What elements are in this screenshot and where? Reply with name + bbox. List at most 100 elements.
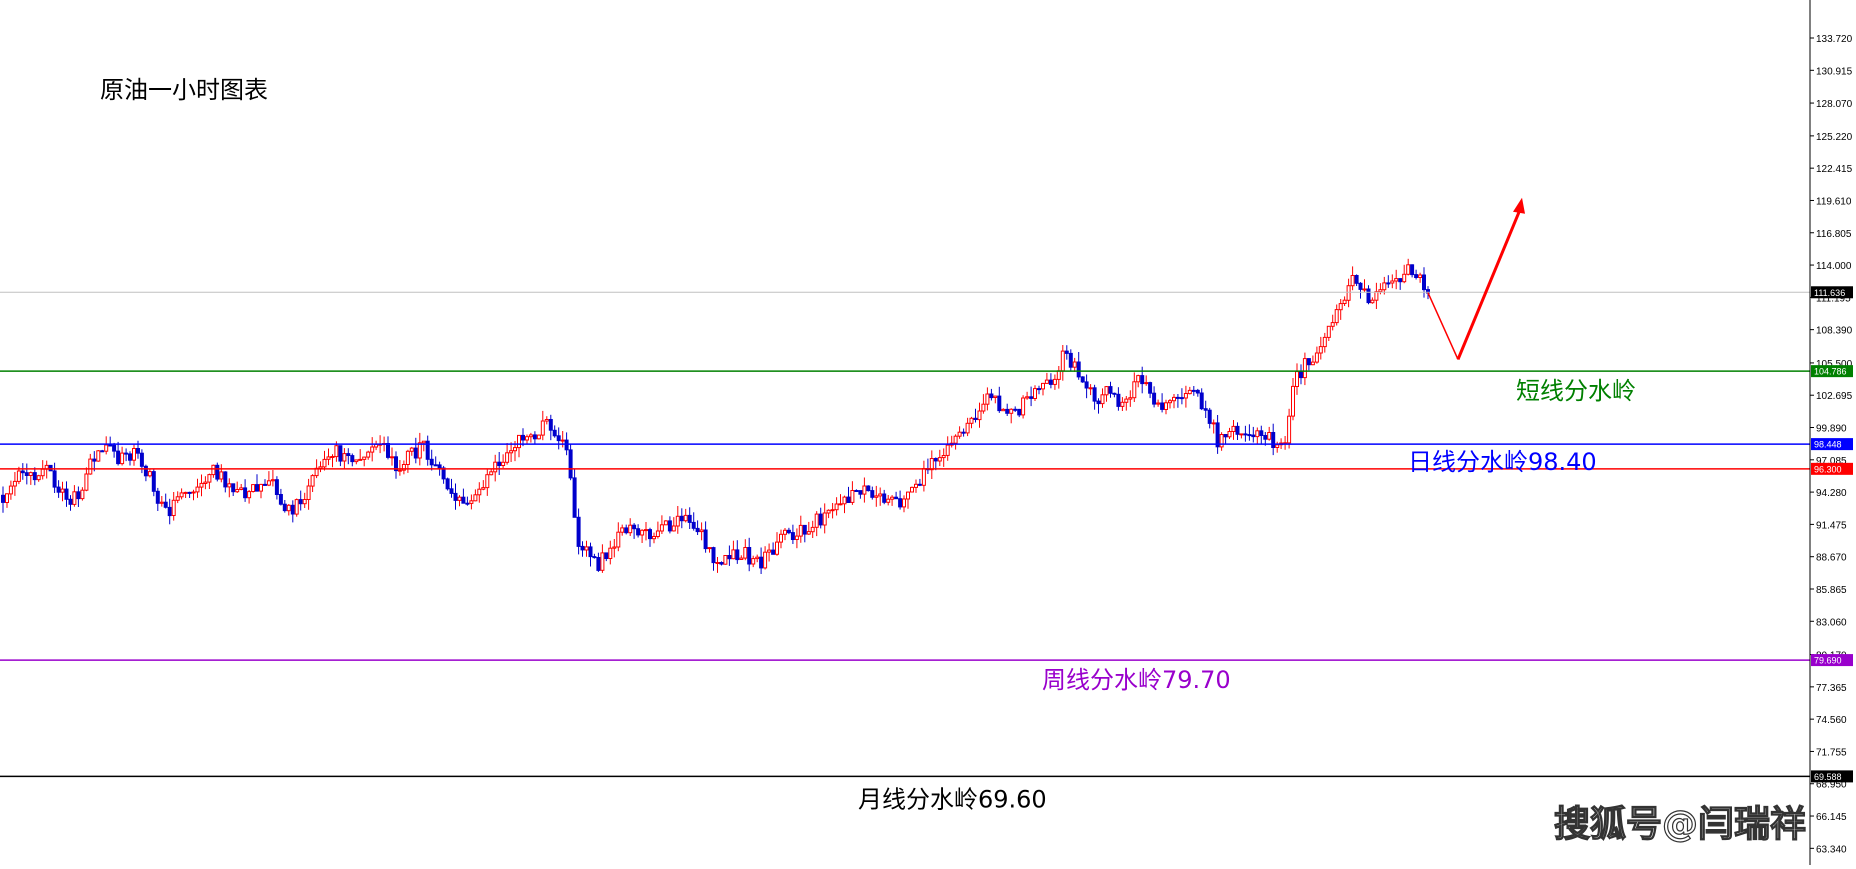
candle-body	[985, 393, 990, 405]
candle-body	[8, 485, 13, 495]
candle-body	[1211, 422, 1216, 425]
candle-body	[1295, 371, 1299, 388]
candle-body	[120, 452, 125, 465]
candle-body	[40, 468, 45, 477]
candle-body	[993, 395, 998, 399]
candle-body	[413, 447, 418, 459]
candle-body	[894, 496, 899, 500]
candle-body	[5, 493, 9, 503]
candle-body	[497, 461, 502, 467]
candle-body	[159, 501, 164, 504]
candle-body	[1108, 386, 1113, 394]
candle-body	[263, 483, 267, 486]
candle-body	[715, 562, 720, 564]
candle-body	[421, 440, 426, 444]
candle-body	[437, 464, 442, 469]
candle-body	[779, 533, 783, 543]
candle-body	[310, 475, 315, 487]
candle-body	[1207, 409, 1212, 424]
candle-body	[509, 450, 514, 454]
level-price-tag-bg	[1811, 365, 1853, 378]
candle-body	[838, 503, 843, 506]
candle-body	[1056, 370, 1061, 380]
candle-body	[36, 475, 41, 481]
candle-body	[155, 490, 160, 504]
candle-body	[1239, 433, 1244, 436]
candle-body	[322, 458, 327, 468]
candle-body	[723, 555, 728, 565]
candle-body	[818, 513, 823, 526]
level-label: 日线分水岭98.40	[1408, 448, 1597, 476]
candle-body	[425, 440, 430, 460]
candle-body	[655, 530, 660, 537]
candle-body	[846, 496, 851, 504]
candle-body	[882, 493, 887, 503]
candle-body	[556, 435, 561, 442]
candle-body	[592, 556, 597, 559]
candle-body	[219, 471, 224, 480]
candle-body	[921, 468, 926, 486]
candle-body	[441, 467, 446, 480]
y-tick-label: 88.670	[1816, 553, 1847, 564]
candle-body	[810, 526, 815, 533]
candle-body	[1215, 422, 1220, 448]
candle-body	[338, 445, 343, 462]
candle-body	[517, 434, 521, 449]
y-tick-label: 133.720	[1816, 34, 1853, 45]
candle-body	[1299, 371, 1303, 379]
candle-body	[731, 549, 736, 560]
candle-body	[259, 483, 263, 492]
projection-arrowhead	[1513, 197, 1525, 214]
current-price-tag: 111.636	[1814, 288, 1845, 298]
candle-body	[1223, 434, 1228, 438]
candle-body	[84, 473, 89, 491]
candle-body	[1247, 434, 1252, 437]
candle-body	[358, 458, 363, 461]
candle-body	[711, 547, 716, 564]
candle-body	[536, 434, 541, 440]
candle-body	[1033, 388, 1037, 400]
y-tick-label: 74.560	[1816, 715, 1847, 726]
levels	[0, 370, 1810, 778]
y-tick-label: 71.755	[1816, 747, 1847, 758]
candle-body	[461, 496, 466, 504]
candle-body	[1029, 396, 1034, 399]
candle-body	[663, 520, 668, 526]
candle-body	[886, 498, 891, 503]
candle-body	[1052, 378, 1057, 385]
candle-body	[207, 474, 212, 483]
candle-body	[346, 453, 351, 457]
candle-body	[1009, 408, 1014, 414]
candle-body	[874, 495, 879, 498]
candle-body	[628, 524, 633, 534]
candle-body	[1314, 352, 1319, 363]
candle-body	[1350, 275, 1355, 287]
candle-body	[330, 456, 335, 458]
y-tick-label: 91.475	[1816, 520, 1847, 531]
candle-body	[1390, 280, 1395, 284]
candle-body	[552, 429, 557, 437]
candle-body	[675, 515, 680, 527]
candle-body	[88, 458, 93, 475]
candle-body	[163, 501, 168, 508]
candle-body	[933, 458, 938, 462]
candle-body	[274, 479, 279, 496]
candle-body	[580, 545, 585, 551]
candle-body	[1259, 430, 1264, 436]
candle-body	[1235, 425, 1240, 435]
candle-body	[128, 453, 132, 461]
candle-body	[1287, 415, 1292, 444]
candle-body	[1168, 400, 1172, 404]
candle-body	[814, 513, 819, 528]
candle-body	[1017, 408, 1022, 416]
candle-body	[147, 471, 152, 477]
candle-body	[1267, 432, 1272, 440]
candle-body	[1199, 392, 1204, 410]
candle-body	[588, 546, 593, 558]
candle-body	[957, 431, 962, 437]
candle-body	[1338, 303, 1343, 311]
candle-body	[640, 529, 645, 536]
candle-body	[1144, 382, 1149, 385]
candle-body	[60, 488, 65, 493]
candle-body	[612, 546, 617, 549]
